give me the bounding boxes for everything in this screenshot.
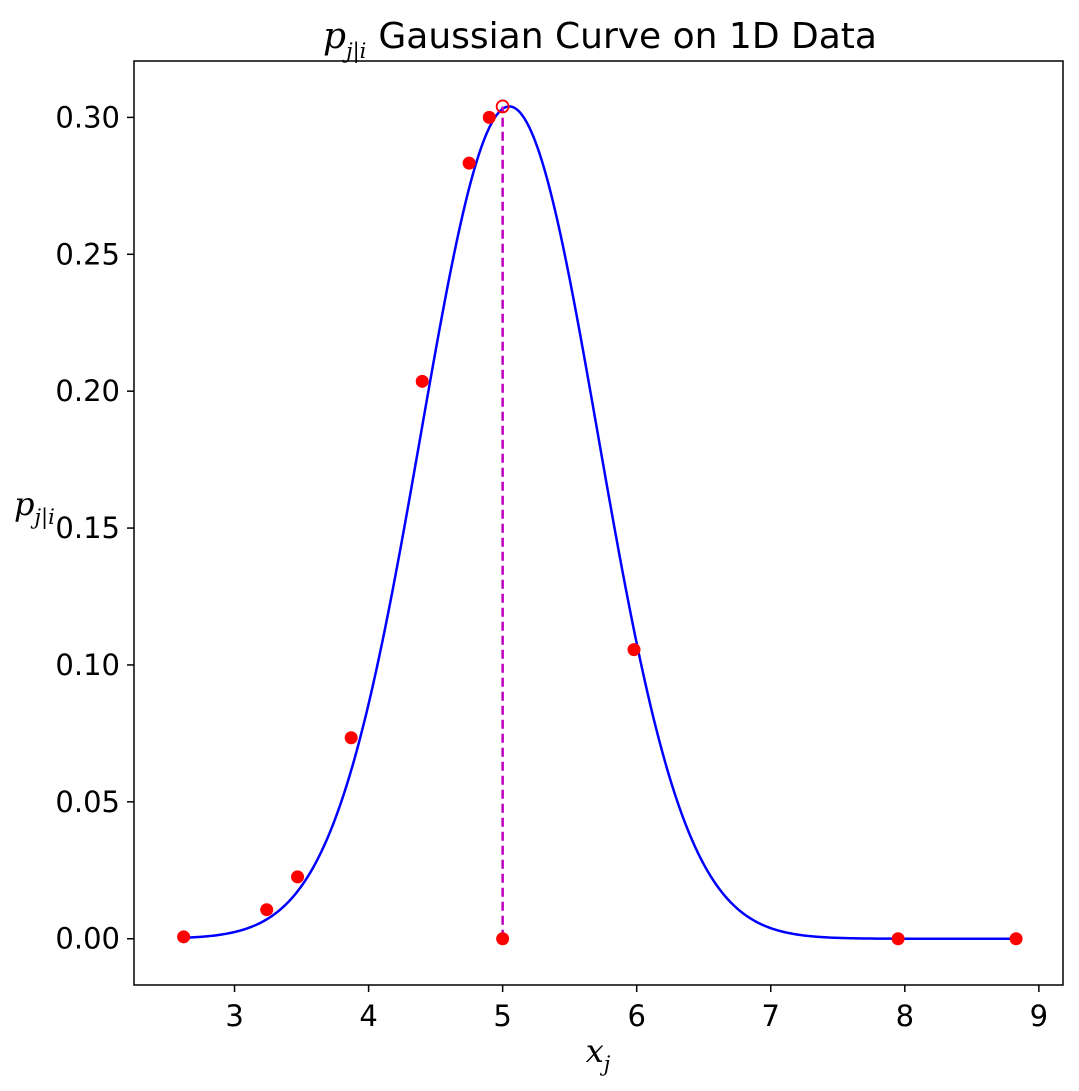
data-point xyxy=(291,870,305,884)
x-tick-label: 9 xyxy=(1030,999,1048,1033)
y-axis-label-subscript: j|i xyxy=(30,505,54,530)
title-text: Gaussian Curve on 1D Data xyxy=(378,16,877,57)
x-axis-ticks: 3 4 5 6 7 8 9 xyxy=(225,985,1048,1033)
data-point xyxy=(344,731,358,745)
title-subscript: j|i xyxy=(342,39,366,64)
data-point xyxy=(482,110,496,124)
x-tick-label: 6 xyxy=(627,999,645,1033)
y-tick-label: 0.10 xyxy=(55,648,120,682)
y-tick-label: 0.30 xyxy=(55,100,120,134)
plot-frame xyxy=(133,60,1064,986)
data-point xyxy=(496,932,510,946)
x-axis-label-subscript: j xyxy=(600,1052,611,1076)
y-axis-label: pj|i xyxy=(14,485,55,530)
y-tick-label: 0.25 xyxy=(55,237,120,271)
x-tick-label: 8 xyxy=(896,999,914,1033)
x-tick-label: 5 xyxy=(493,999,511,1033)
x-axis-label: xj xyxy=(586,1032,611,1076)
plot-area xyxy=(133,60,1064,986)
gaussian-curve-line xyxy=(183,105,1017,940)
title-symbol: p xyxy=(323,16,346,57)
y-tick-label: 0.05 xyxy=(55,785,120,819)
x-tick-label: 4 xyxy=(359,999,377,1033)
y-tick-label: 0.15 xyxy=(55,511,120,545)
data-point xyxy=(891,932,905,946)
y-axis-ticks: 0.00 0.05 0.10 0.15 0.20 0.25 0.30 xyxy=(55,100,134,956)
data-point xyxy=(462,156,476,170)
x-tick-label: 3 xyxy=(225,999,243,1033)
data-point xyxy=(177,930,191,944)
y-axis-label-symbol: p xyxy=(14,485,34,523)
y-tick-label: 0.00 xyxy=(55,922,120,956)
y-tick-label: 0.20 xyxy=(55,374,120,408)
chart-title: pj|i Gaussian Curve on 1D Data xyxy=(323,16,877,64)
x-axis-label-symbol: x xyxy=(586,1032,604,1070)
data-point xyxy=(260,903,274,917)
data-point xyxy=(415,374,429,388)
data-point xyxy=(1009,932,1023,946)
x-tick-label: 7 xyxy=(762,999,780,1033)
center-hollow-marker xyxy=(495,99,510,114)
data-point xyxy=(627,643,641,657)
chart-marks xyxy=(177,99,1023,946)
